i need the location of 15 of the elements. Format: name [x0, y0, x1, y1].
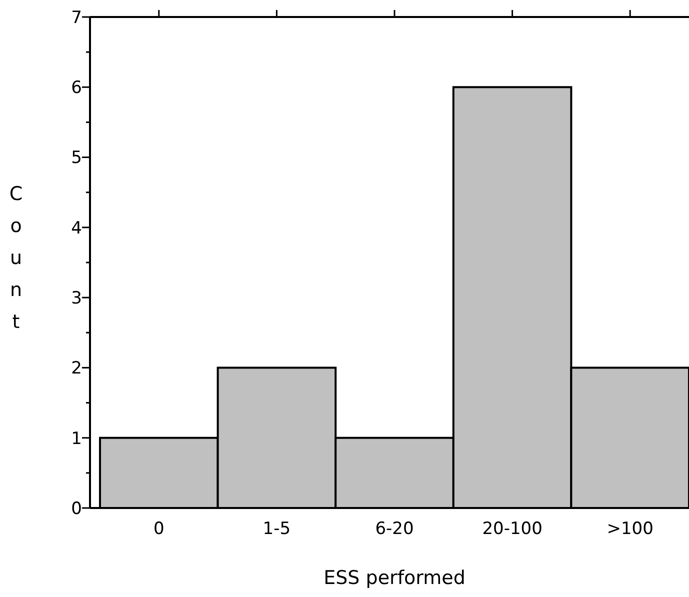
y-axis-title: Count — [9, 183, 23, 333]
x-axis-title: ESS performed — [324, 567, 466, 589]
y-tick-label: 4 — [71, 218, 82, 238]
x-tick-label: 6-20 — [375, 519, 414, 539]
y-tick-label: 5 — [71, 148, 82, 168]
y-tick-label: 2 — [71, 358, 82, 379]
y-tick-label: 6 — [71, 78, 82, 98]
y-tick-label: 7 — [71, 8, 82, 28]
y-tick-label: 1 — [71, 428, 82, 449]
x-tick-label: 20-100 — [482, 519, 542, 539]
x-tick-label: 0 — [153, 519, 164, 539]
x-tick-label: 1-5 — [262, 519, 291, 539]
x-tick-label: >100 — [606, 519, 654, 539]
y-tick-label: 0 — [71, 498, 82, 519]
y-tick-label: 3 — [71, 288, 82, 309]
